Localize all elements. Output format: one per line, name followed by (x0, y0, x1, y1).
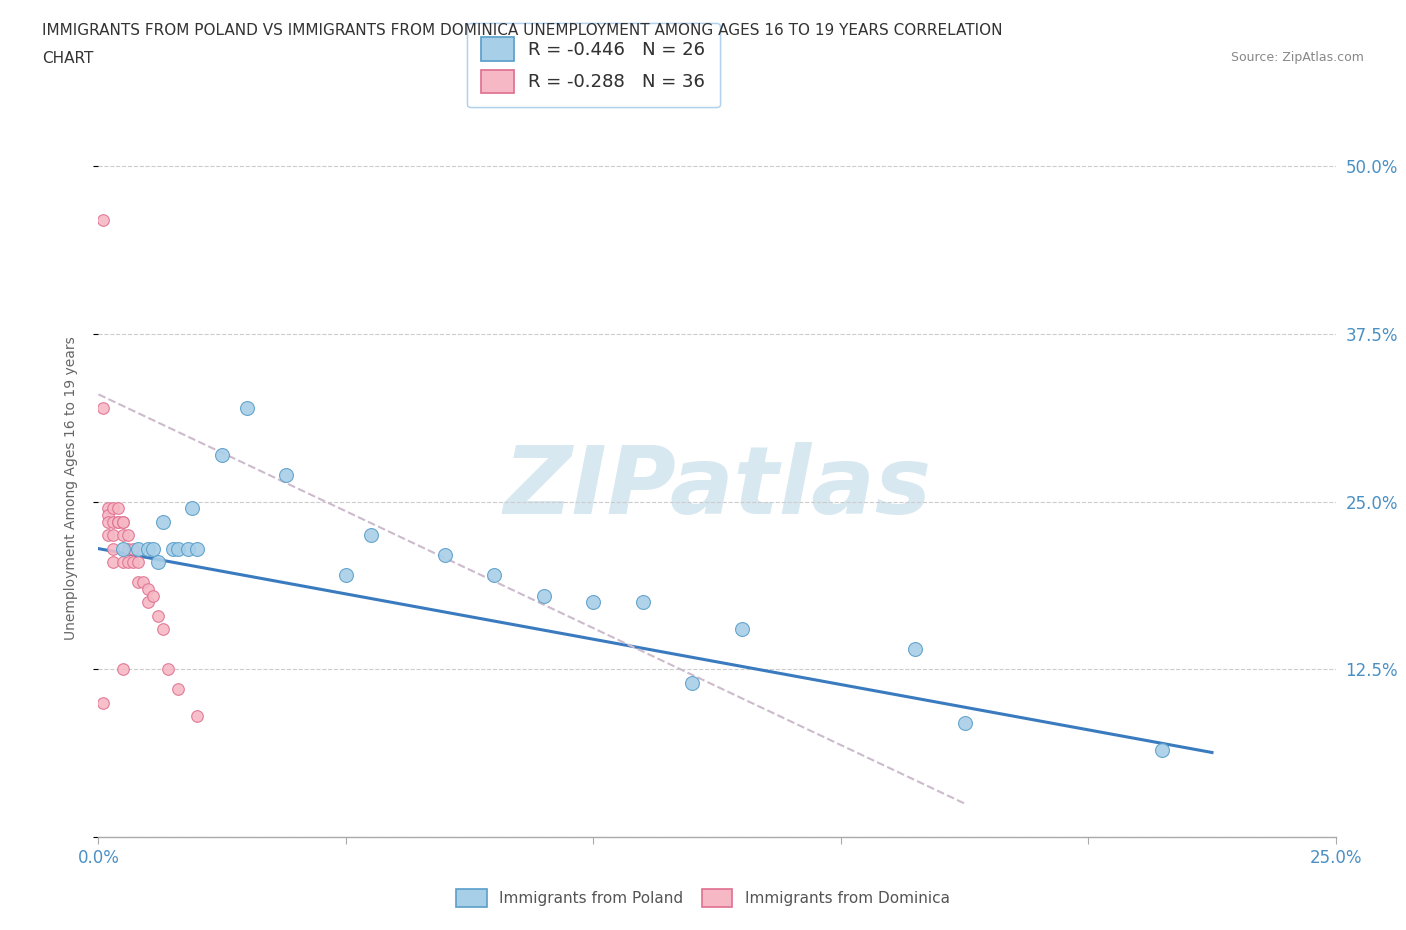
Point (103, 501, 125, 516)
Point (142, 588, 165, 603)
Point (97, 508, 120, 523)
Point (112, 527, 135, 542)
Point (236, 400, 259, 415)
Point (146, 608, 169, 623)
Point (146, 554, 169, 569)
Point (127, 541, 149, 556)
Point (166, 682, 188, 697)
Point (162, 541, 184, 556)
Text: Source: ZipAtlas.com: Source: ZipAtlas.com (1230, 51, 1364, 64)
Point (136, 541, 159, 556)
Point (166, 541, 188, 556)
Point (953, 715, 976, 730)
Point (211, 447, 233, 462)
Point (117, 527, 139, 542)
Point (112, 514, 135, 529)
Point (276, 468, 298, 483)
Point (152, 621, 174, 636)
Point (117, 541, 139, 556)
Point (181, 501, 204, 516)
Point (103, 514, 125, 529)
Point (152, 514, 174, 529)
Point (142, 541, 165, 556)
Point (582, 595, 605, 610)
Point (132, 575, 155, 590)
Point (122, 541, 145, 556)
Point (127, 575, 149, 590)
Point (97, 501, 120, 516)
Point (103, 527, 125, 542)
Point (97, 514, 120, 529)
Point (433, 548, 456, 563)
Text: IMMIGRANTS FROM POLAND VS IMMIGRANTS FROM DOMINICA UNEMPLOYMENT AMONG AGES 16 TO: IMMIGRANTS FROM POLAND VS IMMIGRANTS FRO… (42, 23, 1002, 38)
Point (186, 709, 208, 724)
Point (112, 554, 135, 569)
Point (107, 514, 129, 529)
Y-axis label: Unemployment Among Ages 16 to 19 years: Unemployment Among Ages 16 to 19 years (63, 337, 77, 640)
Point (360, 527, 382, 542)
Legend: Immigrants from Poland, Immigrants from Dominica: Immigrants from Poland, Immigrants from … (450, 884, 956, 913)
Point (156, 662, 179, 677)
Text: CHART: CHART (42, 51, 94, 66)
Text: ZIPatlas: ZIPatlas (503, 443, 931, 534)
Point (136, 581, 159, 596)
Point (681, 675, 703, 690)
Legend: R = -0.446   N = 26, R = -0.288   N = 36: R = -0.446 N = 26, R = -0.288 N = 36 (467, 23, 720, 107)
Point (117, 554, 139, 569)
Point (97, 527, 120, 542)
Point (93, 213, 115, 228)
Point (484, 568, 506, 583)
Point (103, 541, 125, 556)
Point (112, 541, 135, 556)
Point (112, 662, 135, 677)
Point (904, 642, 927, 657)
Point (107, 501, 129, 516)
Point (176, 541, 198, 556)
Point (107, 514, 129, 529)
Point (93, 696, 115, 711)
Point (112, 514, 135, 529)
Point (186, 541, 208, 556)
Point (1152, 742, 1174, 757)
Point (731, 621, 754, 636)
Point (122, 554, 145, 569)
Point (631, 595, 654, 610)
Point (533, 588, 555, 603)
Point (93, 400, 115, 415)
Point (127, 554, 149, 569)
Point (103, 554, 125, 569)
Point (335, 568, 357, 583)
Point (136, 595, 159, 610)
